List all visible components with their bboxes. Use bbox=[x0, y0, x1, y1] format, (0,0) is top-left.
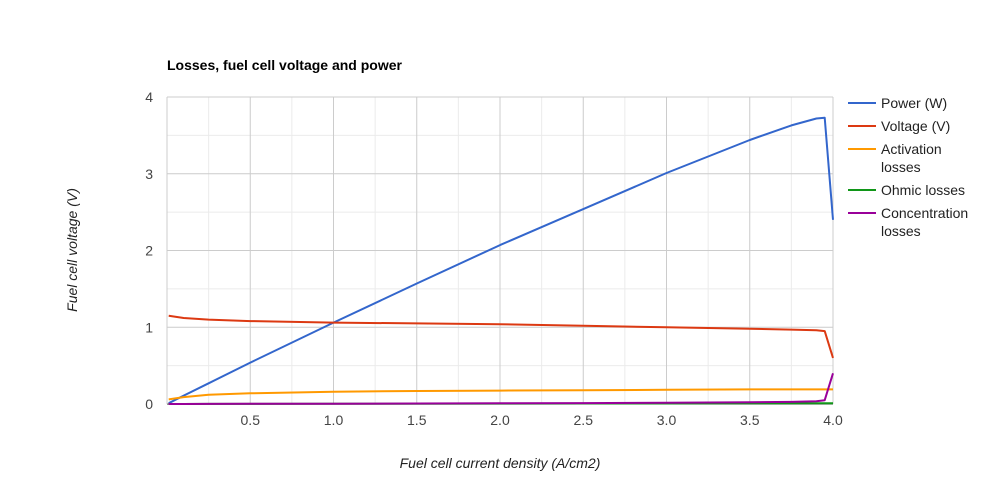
x-tick-label: 2.5 bbox=[574, 412, 594, 428]
x-tick-label: 1.0 bbox=[324, 412, 344, 428]
x-tick-label: 2.0 bbox=[490, 412, 510, 428]
legend-label: Activation losses bbox=[881, 141, 942, 175]
x-tick-label: 3.0 bbox=[657, 412, 677, 428]
y-tick-label: 0 bbox=[145, 396, 153, 412]
legend-label: Voltage (V) bbox=[881, 118, 950, 134]
x-tick-label: 4.0 bbox=[823, 412, 843, 428]
x-tick-label: 1.5 bbox=[407, 412, 427, 428]
gridlines bbox=[166, 96, 834, 405]
series-lines bbox=[168, 116, 834, 405]
y-axis-ticks: 0 1 2 3 4 bbox=[145, 89, 153, 412]
legend-label: Concentration losses bbox=[881, 205, 968, 239]
legend-label: Power (W) bbox=[881, 95, 947, 111]
legend: Power (W) Voltage (V) Activation losses Ohmi… bbox=[848, 95, 968, 239]
series-line-voltage-v bbox=[168, 314, 834, 359]
series-line-concentration-losses bbox=[168, 373, 834, 405]
legend-label: Ohmic losses bbox=[881, 182, 965, 198]
y-tick-label: 1 bbox=[145, 319, 153, 335]
x-tick-label: 3.5 bbox=[740, 412, 760, 428]
x-tick-label: 0.5 bbox=[241, 412, 261, 428]
y-axis-label: Fuel cell voltage (V) bbox=[64, 188, 80, 312]
x-axis-label: Fuel cell current density (A/cm2) bbox=[400, 455, 601, 471]
y-tick-label: 3 bbox=[145, 166, 153, 182]
y-tick-label: 4 bbox=[145, 89, 153, 105]
series-line-activation-losses bbox=[168, 388, 833, 401]
chart-title: Losses, fuel cell voltage and power bbox=[167, 57, 403, 73]
x-axis-ticks: 0.5 1.0 1.5 2.0 2.5 3.0 3.5 4.0 bbox=[241, 412, 843, 428]
series-line-power-w bbox=[168, 116, 834, 405]
y-tick-label: 2 bbox=[145, 243, 153, 259]
